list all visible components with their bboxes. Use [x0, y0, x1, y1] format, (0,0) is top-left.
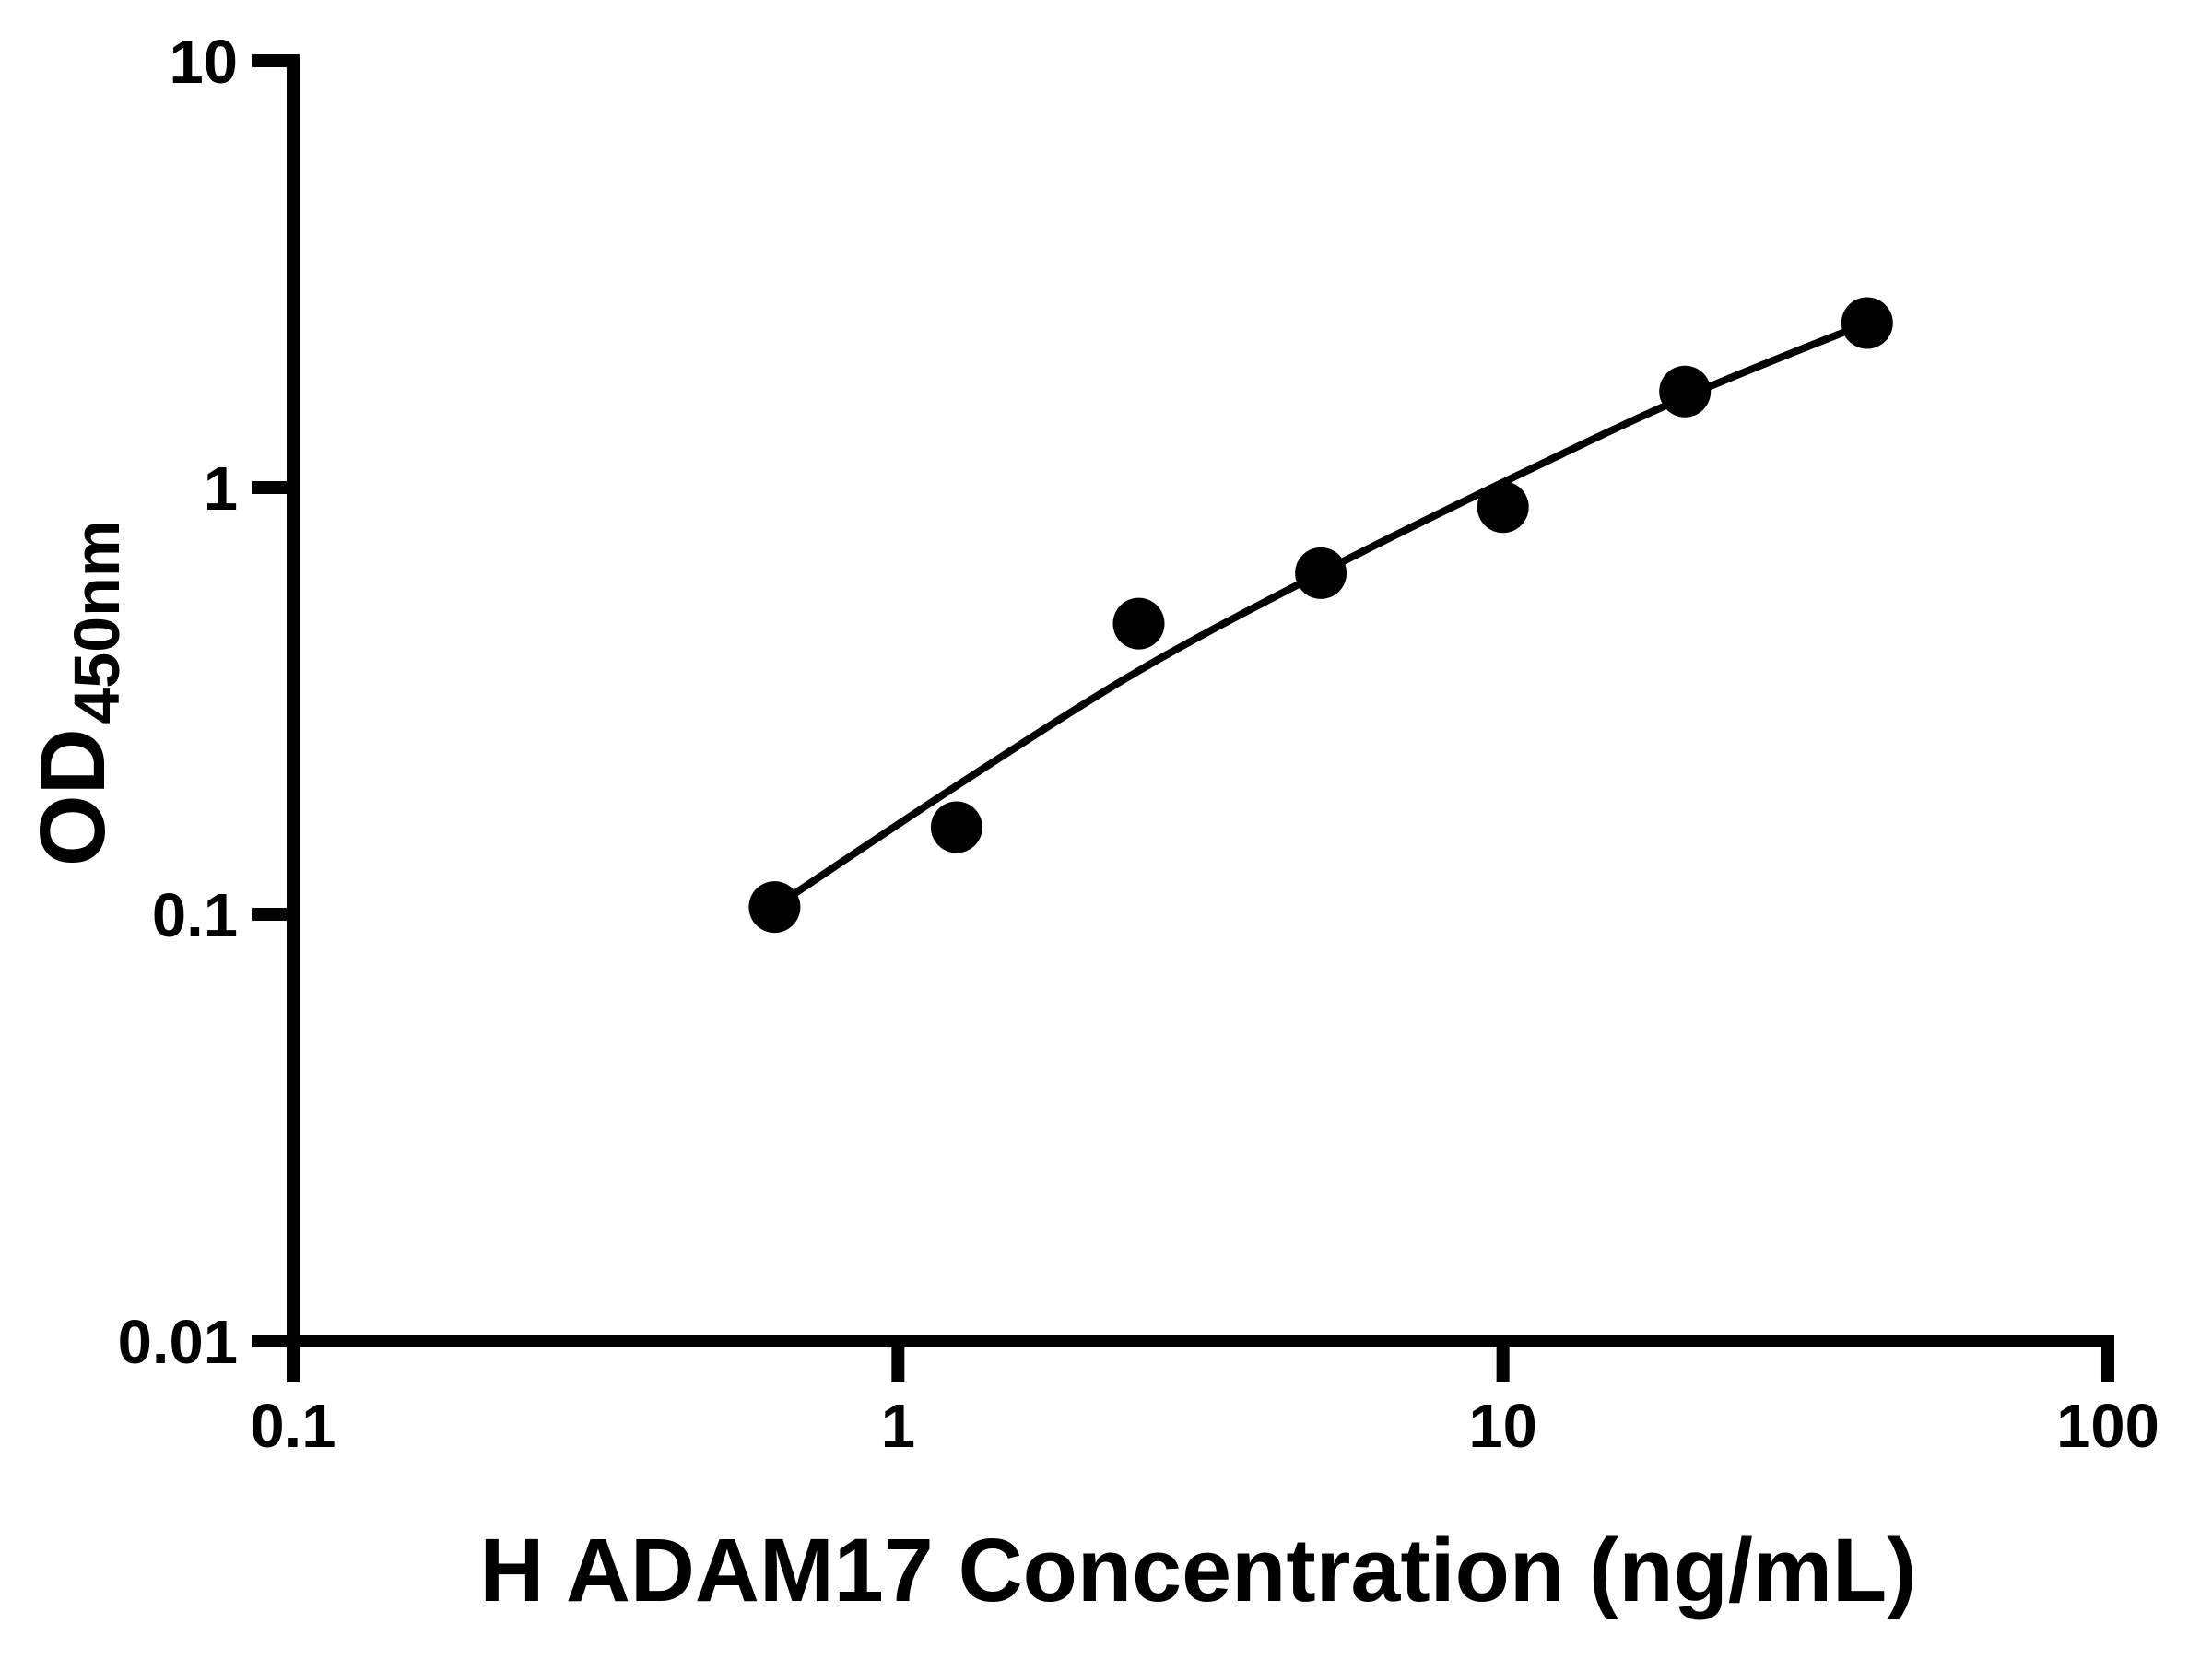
x-axis-tick-label: 1: [881, 1392, 915, 1461]
data-point: [1295, 547, 1347, 599]
data-point: [748, 881, 801, 934]
x-axis-tick-label: 0.1: [250, 1392, 335, 1461]
y-axis-tick-label: 0.1: [152, 881, 238, 950]
x-axis-title: H ADAM17 Concentration (ng/mL): [479, 1520, 1916, 1620]
data-point: [1841, 297, 1893, 349]
y-axis-title: OD 450nm: [21, 520, 133, 866]
y-axis-tick-label: 10: [169, 28, 238, 97]
data-point: [1477, 481, 1529, 534]
data-layer: [748, 297, 1893, 934]
y-axis-tick-label: 0.01: [118, 1308, 238, 1377]
x-axis-tick-label: 10: [1468, 1392, 1537, 1461]
y-axis-title-main: OD: [21, 728, 124, 866]
data-point: [930, 801, 982, 853]
data-point: [1112, 597, 1165, 650]
y-axis-title-sub: 450nm: [61, 520, 133, 724]
x-axis-tick-label: 100: [2056, 1392, 2159, 1461]
y-axis-tick-label: 1: [204, 454, 238, 524]
data-point: [1659, 365, 1712, 418]
